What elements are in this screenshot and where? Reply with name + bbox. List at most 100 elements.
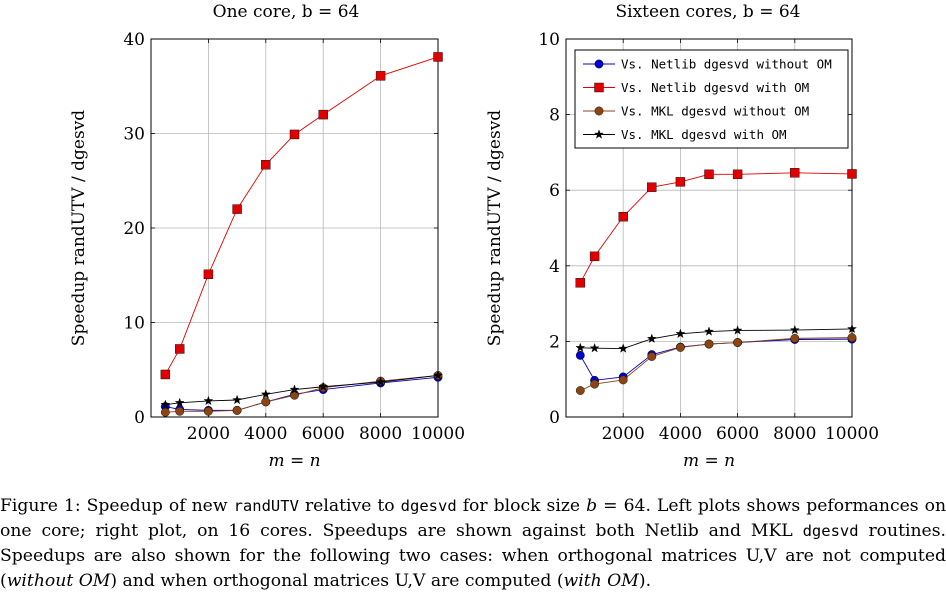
data-point: [289, 129, 300, 140]
data-point: [232, 394, 243, 405]
legend-marker: [594, 82, 604, 93]
legend-marker: [594, 106, 604, 116]
chart-title: Sixteen cores, b = 64: [615, 2, 800, 22]
y-tick-label: 10: [123, 314, 145, 334]
x-tick-label: 6000: [302, 424, 345, 444]
legend-marker: [594, 129, 604, 139]
y-tick-label: 8: [549, 106, 560, 126]
data-point: [175, 406, 185, 416]
x-tick-label: 8000: [359, 424, 402, 444]
data-point: [261, 159, 271, 170]
data-point: [232, 405, 242, 415]
data-point: [433, 52, 443, 62]
data-point: [732, 169, 743, 180]
x-tick-label: 10000: [825, 424, 879, 444]
data-point: [704, 326, 714, 336]
y-tick-label: 0: [549, 408, 560, 428]
data-point: [289, 384, 300, 394]
data-point: [232, 204, 242, 214]
data-point: [647, 182, 657, 192]
legend-label: Vs. MKL dgesvd with OM: [621, 127, 787, 142]
data-point: [575, 278, 585, 288]
series: [575, 323, 857, 353]
data-point: [589, 342, 600, 353]
x-tick-label: 8000: [773, 424, 816, 444]
data-point: [847, 323, 857, 334]
y-axis-label: Speedup randUTV / dgesvd: [69, 110, 89, 346]
y-tick-label: 4: [549, 257, 560, 277]
series-line: [579, 172, 853, 284]
data-point: [704, 169, 714, 180]
data-point: [675, 328, 686, 339]
data-point: [847, 169, 857, 179]
data-point: [160, 399, 171, 409]
data-point: [732, 325, 743, 335]
chart-title: One core, b = 64: [213, 2, 360, 22]
series: [160, 370, 443, 409]
data-point: [647, 352, 657, 361]
series-line: [164, 56, 439, 375]
data-point: [790, 333, 800, 343]
x-tick-label: 4000: [244, 424, 287, 444]
data-point: [676, 343, 685, 352]
data-point: [847, 333, 857, 343]
legend-box: [574, 49, 849, 149]
data-point: [203, 395, 214, 406]
data-point: [618, 375, 628, 385]
y-tick-label: 10: [538, 30, 560, 50]
data-point: [646, 333, 657, 343]
data-point: [433, 370, 443, 380]
series: [575, 168, 857, 288]
data-point: [675, 177, 686, 187]
one-core-chart: 2000 4000 6000 8000 10000 0 10 20 30 40 One core, …: [69, 2, 465, 471]
data-point: [375, 71, 386, 81]
y-axis-label: Speedup randUTV / dgesvd: [485, 110, 505, 346]
data-point: [704, 339, 714, 349]
data-point: [261, 397, 271, 407]
data-point: [290, 390, 299, 400]
legend-label: Vs. Netlib dgesvd with OM: [621, 80, 809, 95]
data-point: [174, 344, 185, 354]
series: [575, 334, 857, 385]
data-point: [203, 406, 213, 416]
data-point: [575, 350, 585, 360]
series-line: [165, 376, 439, 411]
y-tick-label: 6: [549, 181, 560, 201]
series: [160, 52, 443, 380]
chart-legend: Vs. Netlib dgesvd without OM Vs. Netlib d…: [574, 49, 849, 149]
plot-frame: [565, 38, 853, 418]
legend-marker: [594, 59, 604, 69]
y-tick-label: 20: [123, 219, 145, 239]
x-tick-label: 10000: [411, 424, 465, 444]
data-point: [789, 324, 800, 335]
data-point: [318, 109, 328, 120]
data-point: [160, 369, 171, 380]
data-point: [260, 389, 271, 399]
data-point: [375, 376, 386, 387]
y-tick-label: 40: [123, 30, 145, 50]
x-tick-label: 2000: [602, 424, 645, 444]
y-tick-label: 0: [134, 408, 145, 428]
data-point: [790, 168, 800, 178]
data-point: [590, 379, 599, 389]
data-point: [618, 211, 628, 222]
x-axis-label: m = n: [683, 451, 735, 471]
sixteen-cores-chart: 2000 4000 6000 8000 10000 0 2 4 6 8 10 Sixteen core…: [485, 2, 879, 471]
x-tick-label: 6000: [716, 424, 759, 444]
data-point: [575, 342, 586, 353]
series-line: [580, 328, 853, 350]
figure-caption: Figure 1: Speedup of new randUTV relativ…: [0, 496, 946, 591]
data-point: [318, 381, 329, 391]
legend-label: Vs. MKL dgesvd without OM: [621, 104, 809, 119]
x-tick-label: 2000: [187, 424, 230, 444]
x-axis-label: m = n: [268, 451, 320, 471]
series: [575, 333, 857, 395]
y-tick-label: 2: [549, 332, 560, 352]
data-point: [203, 269, 214, 280]
series: [160, 371, 443, 417]
x-tick-label: 4000: [659, 424, 702, 444]
legend-label: Vs. Netlib dgesvd without OM: [621, 57, 832, 72]
data-point: [160, 407, 170, 417]
y-tick-label: 30: [123, 125, 145, 145]
